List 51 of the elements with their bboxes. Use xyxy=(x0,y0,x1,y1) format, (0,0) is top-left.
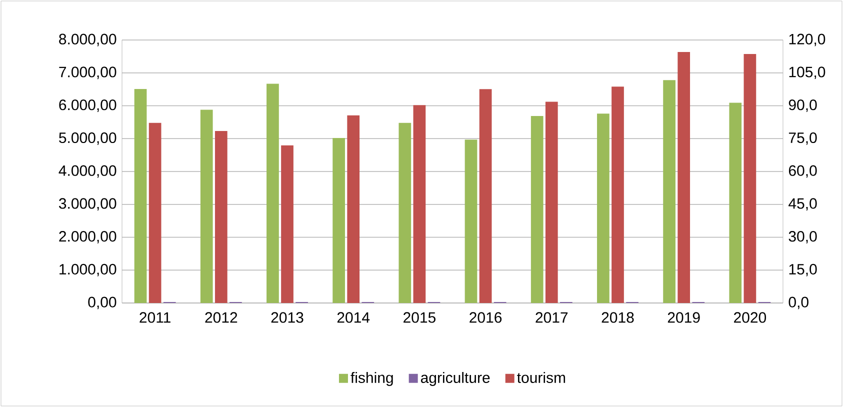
x-tick-label: 2012 xyxy=(205,312,238,323)
y-tick-label: 4.000,00 xyxy=(58,165,116,178)
bar xyxy=(200,110,213,303)
bar xyxy=(545,102,558,303)
y2-tick-label: 75,0 xyxy=(788,132,817,145)
bar xyxy=(479,89,492,303)
x-tick-label: 2015 xyxy=(404,312,436,323)
y-tick-label: 1.000,00 xyxy=(60,264,116,276)
bar xyxy=(332,138,345,303)
y2-tick-label: 120,0 xyxy=(789,34,826,46)
bar xyxy=(530,116,544,303)
legend-label: agriculture xyxy=(420,372,490,386)
x-tick-label: 2013 xyxy=(271,312,304,323)
bar xyxy=(612,86,624,303)
bar xyxy=(398,122,412,303)
legend-label: tourism xyxy=(517,372,566,384)
x-tick-label: 2017 xyxy=(536,312,568,323)
bar xyxy=(413,105,426,303)
x-tick-label: 2018 xyxy=(602,312,634,323)
y-tick-label: 2.000,00 xyxy=(59,231,116,244)
x-tick-label: 2016 xyxy=(470,312,502,323)
y-tick-label: 6.000,00 xyxy=(59,100,116,112)
y-tick-label: 7.000,00 xyxy=(59,66,116,80)
y-tick-label: 5.000,00 xyxy=(59,132,116,145)
bar xyxy=(678,52,690,303)
y-tick-label: 8.000,00 xyxy=(59,34,116,46)
bar xyxy=(347,115,360,303)
bar xyxy=(729,102,742,303)
y-tick-label: 0,00 xyxy=(88,296,116,310)
bar xyxy=(597,114,610,303)
bar xyxy=(281,145,294,303)
x-tick-label: 2019 xyxy=(668,312,700,323)
y2-tick-label: 60,0 xyxy=(788,165,817,178)
y2-tick-label: 45,0 xyxy=(788,198,817,211)
bar xyxy=(134,88,147,303)
y2-tick-label: 15,0 xyxy=(789,264,817,276)
bar xyxy=(464,140,478,303)
bar xyxy=(214,130,228,303)
legend-label: fishing xyxy=(350,372,393,386)
y2-tick-label: 30,0 xyxy=(788,231,817,244)
y2-tick-label: 0,0 xyxy=(788,296,808,310)
bar xyxy=(266,84,279,303)
x-tick-label: 2020 xyxy=(734,312,766,323)
x-tick-label: 2011 xyxy=(140,312,170,323)
y2-tick-label: 90,0 xyxy=(788,100,817,112)
x-tick-label: 2014 xyxy=(337,312,370,323)
y2-tick-label: 105,0 xyxy=(789,66,826,80)
bar xyxy=(663,80,676,303)
y-tick-label: 3.000,00 xyxy=(58,198,116,211)
bar xyxy=(744,54,756,303)
bar xyxy=(148,122,162,303)
